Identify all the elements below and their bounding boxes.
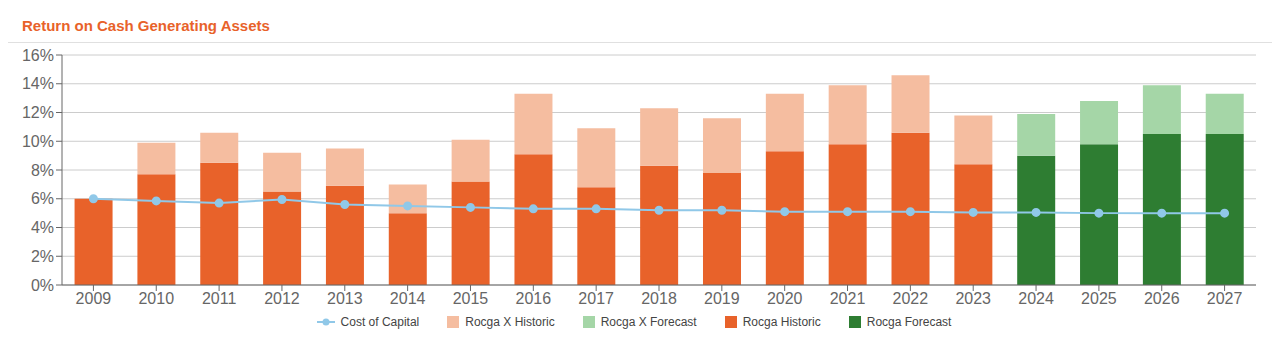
svg-text:2014: 2014 (390, 290, 426, 307)
svg-text:8%: 8% (31, 162, 54, 179)
svg-text:2%: 2% (31, 248, 54, 265)
svg-text:4%: 4% (31, 219, 54, 236)
svg-text:2020: 2020 (767, 290, 803, 307)
svg-text:2019: 2019 (704, 290, 740, 307)
html-text:Cost of Capital: Cost of Capital (340, 315, 420, 329)
svg-text:2017: 2017 (578, 290, 614, 307)
svg-text:2009: 2009 (76, 290, 112, 307)
html-text:Rocga Forecast: Rocga Forecast (866, 315, 952, 329)
svg-text:0%: 0% (31, 277, 54, 294)
svg-text:2011: 2011 (202, 290, 237, 307)
html-text:Rocga X Historic: Rocga X Historic (465, 315, 555, 329)
svg-text:2022: 2022 (893, 290, 929, 307)
svg-text:2010: 2010 (138, 290, 174, 307)
svg-text:2024: 2024 (1018, 290, 1054, 307)
svg-text:2013: 2013 (327, 290, 363, 307)
svg-text:16%: 16% (22, 47, 54, 64)
svg-text:2015: 2015 (453, 290, 489, 307)
svg-text:2026: 2026 (1144, 290, 1180, 307)
html-text:Rocga Historic: Rocga Historic (742, 315, 821, 329)
html-text:Rocga X Forecast: Rocga X Forecast (600, 315, 697, 329)
svg-text:2021: 2021 (830, 290, 866, 307)
svg-text:2027: 2027 (1207, 290, 1243, 307)
svg-text:2016: 2016 (516, 290, 552, 307)
svg-text:2025: 2025 (1081, 290, 1117, 307)
svg-text:10%: 10% (22, 133, 54, 150)
svg-text:12%: 12% (22, 104, 54, 121)
svg-text:6%: 6% (31, 190, 54, 207)
svg-text:14%: 14% (22, 75, 54, 92)
svg-text:2023: 2023 (955, 290, 991, 307)
svg-text:2018: 2018 (641, 290, 677, 307)
svg-text:2012: 2012 (264, 290, 300, 307)
html-text:Return on Cash Generating Asse: Return on Cash Generating Assets (22, 16, 270, 34)
